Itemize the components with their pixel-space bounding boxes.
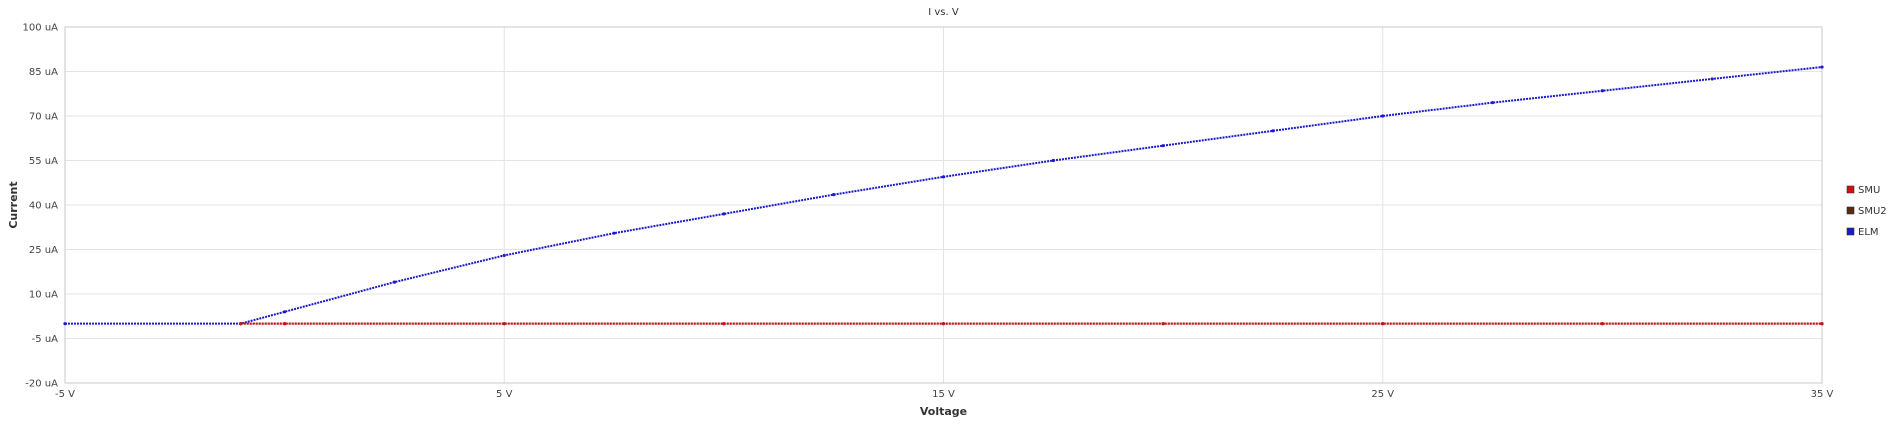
- legend-item-smu2: SMU2: [1846, 206, 1887, 217]
- data-point: [1161, 322, 1165, 326]
- data-point: [1381, 114, 1385, 118]
- data-point: [1271, 129, 1275, 133]
- data-point: [63, 322, 67, 326]
- legend-label: SMU2: [1858, 206, 1887, 217]
- data-point: [1161, 144, 1165, 148]
- data-point: [1490, 101, 1495, 105]
- y-axis-ticks: 100 uA 85 uA 70 uA 55 uA 40 uA 25 uA 10 uA -5 u…: [23, 23, 59, 390]
- x-tick-label: 35 V: [1811, 389, 1834, 400]
- y-tick-label: 100 uA: [23, 23, 59, 34]
- data-point: [1600, 89, 1604, 93]
- data-point: [1710, 77, 1714, 81]
- grid: [64, 26, 1823, 384]
- y-tick-label: 10 uA: [29, 290, 58, 301]
- legend-swatch: [1846, 185, 1855, 194]
- legend-label: ELM: [1858, 227, 1879, 238]
- legend-label: SMU: [1858, 185, 1880, 196]
- data-point: [612, 231, 616, 235]
- x-tick-label: 5 V: [496, 389, 513, 400]
- series-layer: [63, 65, 1824, 326]
- x-axis-label: Voltage: [920, 405, 967, 418]
- data-point: [1051, 158, 1055, 163]
- data-point: [722, 212, 726, 216]
- y-tick-label: 55 uA: [29, 156, 58, 167]
- data-point: [1820, 65, 1824, 69]
- data-point: [1381, 322, 1385, 326]
- data-point: [1820, 322, 1824, 326]
- y-tick-label: 85 uA: [29, 67, 58, 78]
- y-tick-label: 40 uA: [29, 201, 58, 212]
- y-tick-label: -5 uA: [32, 334, 58, 345]
- data-point: [722, 322, 726, 326]
- x-tick-label: 25 V: [1371, 389, 1394, 400]
- data-point: [283, 310, 287, 314]
- series-elm: [63, 65, 1824, 326]
- data-point: [392, 280, 397, 284]
- data-point: [502, 322, 506, 326]
- x-axis-ticks: -5 V 5 V 15 V 25 V 35 V: [55, 389, 1834, 400]
- data-point: [941, 322, 946, 326]
- data-point: [832, 193, 836, 197]
- data-point: [239, 322, 243, 326]
- y-tick-label: -20 uA: [25, 379, 58, 390]
- data-point: [1600, 322, 1604, 326]
- data-point: [502, 253, 506, 258]
- x-tick-label: -5 V: [55, 389, 75, 400]
- legend-swatch: [1846, 227, 1855, 236]
- data-point: [283, 322, 287, 326]
- legend-swatch: [1846, 206, 1855, 215]
- legend-item-elm: ELM: [1846, 227, 1879, 238]
- legend-item-smu: SMU: [1846, 185, 1880, 196]
- plot-area: [64, 26, 1823, 384]
- y-axis-label: Current: [7, 181, 20, 228]
- data-point: [941, 175, 946, 179]
- chart-title: I vs. V: [928, 7, 959, 18]
- series-smu: [239, 322, 1824, 326]
- y-tick-label: 25 uA: [29, 245, 58, 256]
- y-tick-label: 70 uA: [29, 112, 58, 123]
- legend: SMU SMU2 ELM: [1846, 185, 1887, 238]
- x-tick-label: 15 V: [932, 389, 955, 400]
